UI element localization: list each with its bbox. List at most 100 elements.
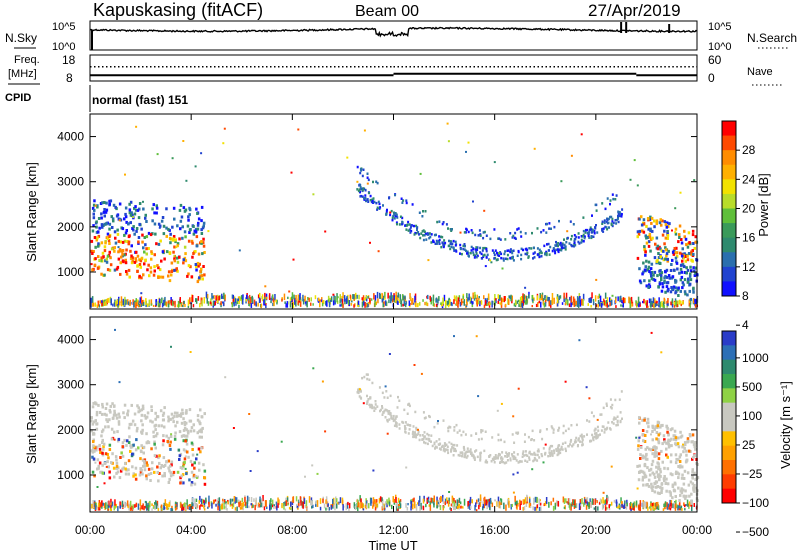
echo-cell xyxy=(694,266,698,270)
echo-cell xyxy=(182,464,185,468)
echo-cell xyxy=(617,296,619,302)
echo-cell xyxy=(433,503,435,508)
echo-cell xyxy=(486,303,488,307)
echo-cell xyxy=(550,227,552,230)
echo-cell xyxy=(685,458,689,462)
echo-cell xyxy=(659,425,662,429)
echo-cell xyxy=(127,505,129,509)
echo-cell xyxy=(505,461,508,464)
echo-cell xyxy=(336,293,338,300)
echo-cell xyxy=(187,305,190,308)
echo-cell xyxy=(467,297,469,302)
echo-cell xyxy=(143,236,146,239)
echo-cell xyxy=(129,221,132,225)
echo-cell xyxy=(416,303,419,308)
echo-cell xyxy=(386,418,389,422)
echo-cell xyxy=(156,465,159,469)
echo-cell xyxy=(507,498,509,505)
echo-cell xyxy=(638,416,641,420)
echo-cell xyxy=(156,153,159,156)
echo-cell xyxy=(331,504,334,507)
echo-cell xyxy=(382,505,384,509)
echo-cell xyxy=(646,421,649,425)
echo-cell xyxy=(176,304,179,308)
echo-cell xyxy=(106,300,108,304)
echo-cell xyxy=(674,436,678,440)
echo-cell xyxy=(466,447,469,450)
echo-cell xyxy=(109,296,112,304)
echo-cell xyxy=(454,448,457,451)
echo-cell xyxy=(266,296,268,300)
echo-cell xyxy=(142,503,144,509)
echo-cell xyxy=(306,507,308,510)
echo-cell xyxy=(694,301,697,304)
colorbar-swatch xyxy=(722,445,736,461)
echo-cell xyxy=(663,479,666,482)
echo-cell xyxy=(573,234,576,237)
echo-cell xyxy=(311,464,314,467)
echo-cell xyxy=(588,397,591,400)
echo-cell xyxy=(440,445,443,449)
echo-cell xyxy=(164,296,166,303)
echo-cell xyxy=(526,251,529,255)
echo-cell xyxy=(679,191,682,194)
echo-cell xyxy=(93,474,96,478)
echo-cell xyxy=(378,386,381,389)
echo-cell xyxy=(580,241,583,244)
echo-cell xyxy=(419,236,422,240)
echo-cell xyxy=(171,473,175,477)
echo-cell xyxy=(565,449,567,453)
echo-cell xyxy=(650,271,654,274)
echo-cell xyxy=(231,303,234,308)
echo-cell xyxy=(182,140,185,142)
echo-cell xyxy=(195,477,198,479)
echo-cell xyxy=(435,440,438,443)
echo-cell xyxy=(644,502,647,508)
echo-cell xyxy=(374,295,377,302)
echo-cell xyxy=(411,299,413,306)
echo-cell xyxy=(577,232,580,235)
echo-cell xyxy=(402,295,405,301)
echo-cell xyxy=(202,221,206,225)
echo-cell xyxy=(113,505,115,511)
echo-cell xyxy=(227,499,229,503)
echo-cell xyxy=(298,295,301,301)
echo-cell xyxy=(482,501,484,504)
echo-cell xyxy=(521,452,524,455)
echo-cell xyxy=(667,442,670,446)
echo-cell xyxy=(136,254,140,258)
echo-cell xyxy=(154,232,157,236)
echo-cell xyxy=(394,214,397,218)
echo-cell xyxy=(424,210,427,213)
echo-cell xyxy=(579,434,582,438)
echo-cell xyxy=(347,294,349,300)
echo-cell xyxy=(667,225,670,228)
echo-cell xyxy=(284,501,286,505)
echo-cell xyxy=(278,499,280,505)
echo-cell xyxy=(671,298,674,304)
echo-cell xyxy=(599,433,601,436)
echo-cell xyxy=(103,208,106,211)
echo-cell xyxy=(133,300,136,304)
echo-cell xyxy=(120,296,123,303)
echo-cell xyxy=(393,418,396,422)
echo-cell xyxy=(607,304,610,308)
echo-cell xyxy=(536,453,539,457)
echo-cell xyxy=(312,504,314,509)
echo-cell xyxy=(580,238,583,242)
echo-cell xyxy=(129,200,133,204)
echo-cell xyxy=(675,246,678,250)
echo-cell xyxy=(462,445,465,449)
echo-cell xyxy=(112,416,115,420)
echo-cell xyxy=(297,298,299,305)
echo-cell xyxy=(105,201,108,205)
echo-cell xyxy=(642,483,645,487)
echo-cell xyxy=(650,298,652,306)
echo-cell xyxy=(168,251,172,255)
echo-cell xyxy=(592,437,595,440)
echo-cell xyxy=(182,258,185,262)
echo-cell xyxy=(305,302,307,306)
echo-cell xyxy=(191,497,193,504)
echo-cell xyxy=(151,508,153,511)
echo-cell xyxy=(174,238,177,242)
